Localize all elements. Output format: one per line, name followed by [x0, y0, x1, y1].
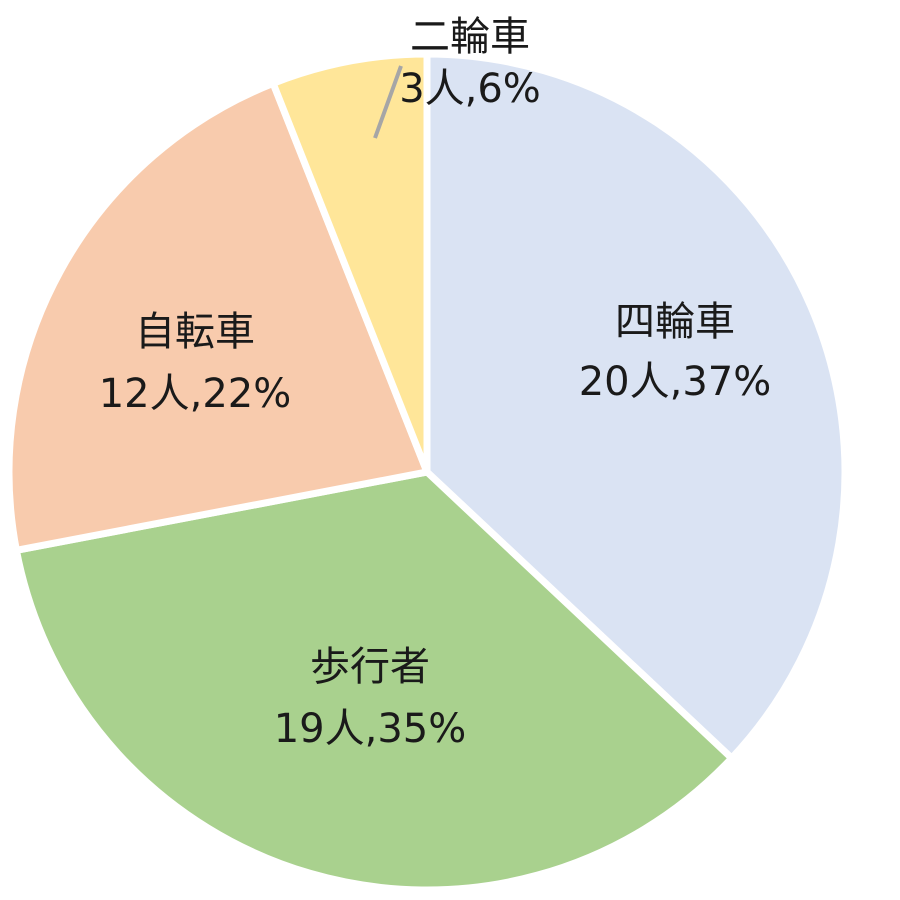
slice-name-label: 四輪車	[615, 299, 735, 345]
slice-name-label: 二輪車	[410, 14, 530, 60]
slice-name-label: 歩行者	[310, 644, 430, 690]
pie-slice-2	[12, 468, 736, 894]
leader-line	[373, 65, 403, 139]
slice-value-label: 12人,22%	[99, 371, 292, 417]
leader-lines-layer	[373, 65, 403, 139]
data-labels-layer: 四輪車 20人,37% 歩行者 19人,35% 自転車 12人,22% 二輪車 3人,6%	[99, 14, 772, 752]
slice-value-label: 3人,6%	[399, 66, 541, 112]
pie-slice-3	[5, 79, 431, 554]
slice-value-label: 19人,35%	[274, 706, 467, 752]
slices-layer	[5, 50, 849, 894]
slice-value-label: 20人,37%	[579, 359, 772, 405]
pie-slice-4	[269, 50, 431, 476]
slice-name-label: 自転車	[135, 309, 255, 355]
pie-slice-1	[423, 50, 849, 762]
